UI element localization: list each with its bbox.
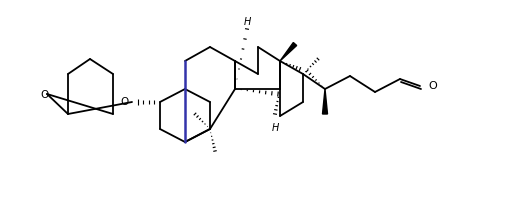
Text: H: H bbox=[243, 17, 251, 27]
Polygon shape bbox=[322, 90, 328, 114]
Text: O: O bbox=[121, 97, 129, 106]
Text: O: O bbox=[40, 90, 48, 100]
Text: H: H bbox=[271, 122, 279, 132]
Text: O: O bbox=[428, 81, 437, 91]
Polygon shape bbox=[280, 43, 297, 62]
